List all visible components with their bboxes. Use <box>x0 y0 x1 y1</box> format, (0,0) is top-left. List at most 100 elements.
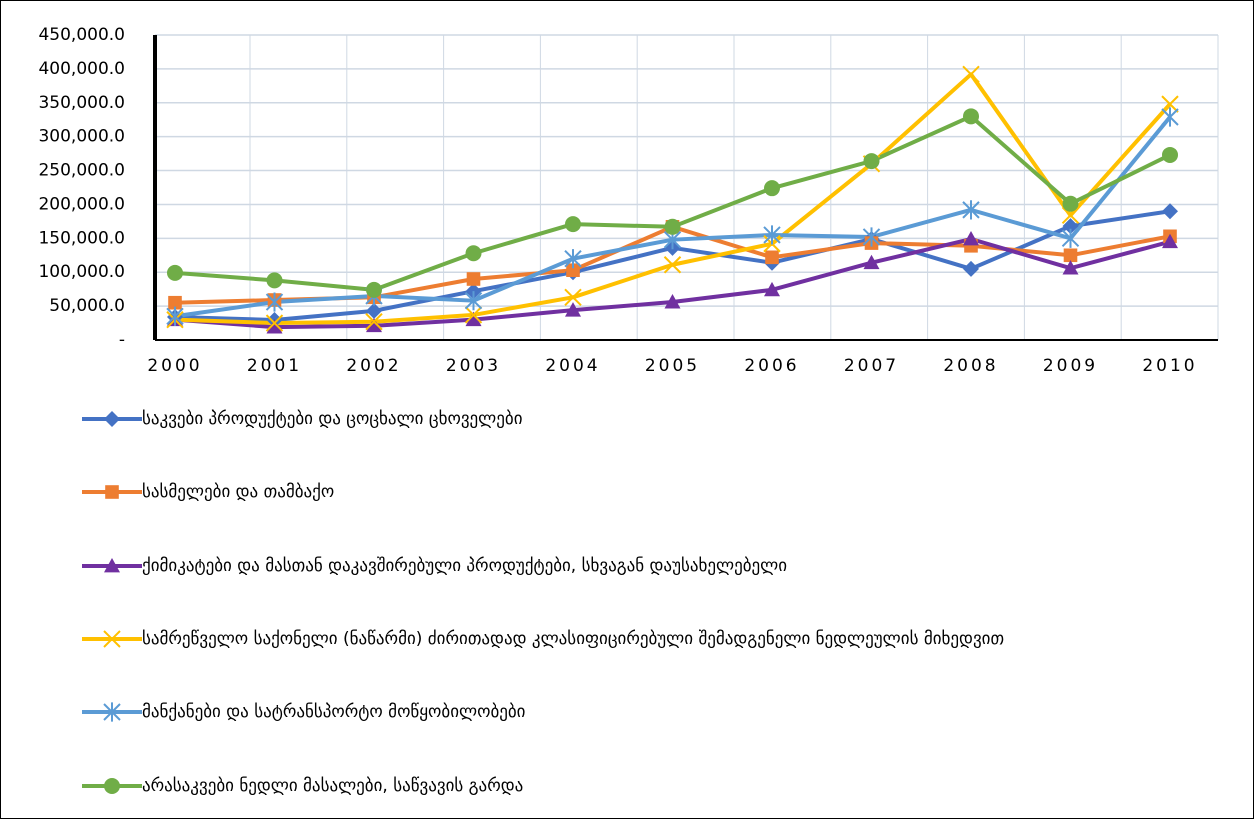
legend-label: საკვები პროდუქტები და ცოცხალი ცხოველები <box>142 409 523 429</box>
marker-shape <box>366 302 382 319</box>
marker <box>863 254 880 270</box>
legend-entry: მანქანები და სატრანსპორტო მოწყობილობები <box>82 698 1192 726</box>
legend-icon <box>82 485 142 499</box>
marker <box>963 260 979 277</box>
marker <box>962 200 980 220</box>
marker <box>763 225 781 245</box>
marker-shape <box>1061 206 1080 224</box>
marker <box>764 180 780 197</box>
marker <box>566 263 580 277</box>
marker <box>166 306 184 326</box>
marker-shape <box>465 245 482 262</box>
legend-icon <box>82 778 142 794</box>
marker-shape <box>266 272 283 289</box>
marker <box>962 65 980 84</box>
marker <box>564 288 582 307</box>
x-tick-label: 2004 <box>545 356 600 376</box>
marker <box>1061 206 1080 224</box>
marker <box>104 411 120 427</box>
x-tick-label: 2002 <box>346 356 401 376</box>
y-tick-label: 400,000.0 <box>38 59 125 79</box>
marker-shape <box>963 260 979 277</box>
marker-shape <box>1162 203 1178 220</box>
y-tick-label: 200,000.0 <box>38 194 125 214</box>
legend-label: მანქანები და სატრანსპორტო მოწყობილობები <box>142 702 526 722</box>
legend-label: სამრეწველო საქონელი (ნაწარმი) ძირითადად … <box>142 629 1005 649</box>
marker-shape <box>1061 228 1080 248</box>
marker <box>464 291 483 311</box>
marker <box>104 778 120 794</box>
legend-entry: საკვები პროდუქტები და ცოცხალი ცხოველები <box>82 405 1192 433</box>
marker-shape <box>465 311 482 327</box>
legend-entry: სამრეწველო საქონელი (ნაწარმი) ძირითადად … <box>82 625 1192 653</box>
marker <box>265 292 284 312</box>
legend-icon <box>82 630 142 648</box>
y-tick-label: 450,000.0 <box>38 25 125 45</box>
marker <box>466 272 481 286</box>
y-tick-label: 300,000.0 <box>38 127 125 147</box>
marker <box>366 317 382 333</box>
marker-shape <box>663 256 682 274</box>
marker <box>465 311 482 327</box>
marker <box>862 227 881 247</box>
marker <box>1062 260 1079 275</box>
chart: - 50,000.0 100,000.0 150,000.0 200,000.0 250,… <box>38 25 1219 376</box>
marker-shape <box>863 153 880 170</box>
marker <box>265 314 284 332</box>
marker-shape <box>862 227 881 247</box>
marker <box>963 108 979 125</box>
marker-shape <box>863 254 880 270</box>
x-tick-label: 2008 <box>943 356 998 376</box>
marker <box>1161 107 1179 127</box>
y-tick-label: 350,000.0 <box>38 93 125 113</box>
marker-shape <box>963 108 979 125</box>
marker-shape <box>366 317 382 333</box>
marker-shape <box>664 218 681 235</box>
marker <box>465 245 482 262</box>
y-tick-label: 50,000.0 <box>49 296 125 316</box>
marker-shape <box>1062 195 1079 212</box>
marker <box>1161 95 1179 113</box>
x-tick-label: 2007 <box>844 356 899 376</box>
marker <box>1062 195 1079 212</box>
y-tick-label: - <box>119 330 125 350</box>
marker <box>564 249 582 269</box>
marker-shape <box>105 485 119 499</box>
marker-shape <box>962 200 980 220</box>
legend-icon <box>82 702 142 722</box>
marker <box>1162 203 1178 220</box>
marker <box>1061 228 1080 248</box>
legend-label: ქიმიკატები და მასთან დაკავშირებული პროდუ… <box>142 556 788 576</box>
marker-shape <box>1063 248 1078 263</box>
x-tick-label: 2000 <box>147 356 202 376</box>
x-tick-label: 2005 <box>645 356 700 376</box>
y-tick-label: 250,000.0 <box>38 161 125 181</box>
marker <box>664 294 681 309</box>
marker <box>863 153 880 170</box>
marker-shape <box>103 702 121 722</box>
marker-shape <box>963 231 979 246</box>
marker-shape <box>265 314 284 332</box>
marker-shape <box>962 65 980 84</box>
marker <box>1162 146 1178 163</box>
marker <box>266 272 283 289</box>
marker <box>1062 218 1079 235</box>
marker-shape <box>366 281 382 298</box>
x-tick-label: 2006 <box>744 356 799 376</box>
marker <box>366 281 382 298</box>
marker <box>167 264 183 281</box>
legend-icon <box>82 411 142 427</box>
marker-shape <box>365 312 383 331</box>
marker <box>103 630 121 648</box>
marker-shape <box>464 306 483 324</box>
y-tick-label: 100,000.0 <box>38 262 125 282</box>
marker-shape <box>103 630 121 648</box>
marker-shape <box>1062 218 1079 235</box>
marker <box>103 702 121 722</box>
marker <box>104 558 120 573</box>
marker-shape <box>765 250 779 265</box>
marker <box>963 231 979 246</box>
marker <box>565 302 581 317</box>
x-tick-label: 2003 <box>446 356 501 376</box>
